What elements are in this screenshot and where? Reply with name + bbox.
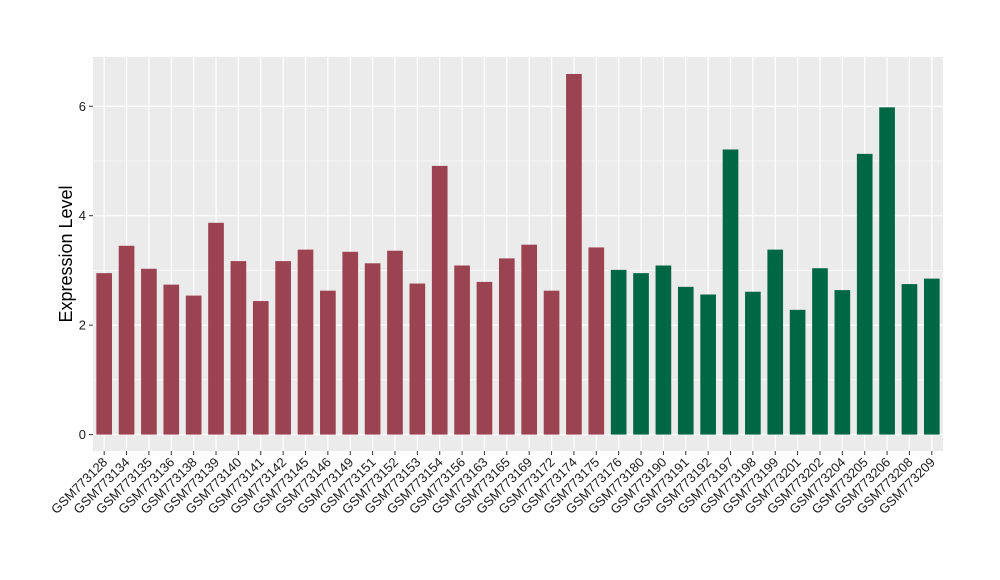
bar-GSM773134	[118, 245, 135, 435]
bar-GSM773149	[342, 251, 359, 435]
bar-GSM773202	[812, 268, 828, 435]
bar-GSM773163	[476, 281, 493, 435]
bar-GSM773151	[364, 263, 381, 435]
bar-GSM773205	[856, 153, 873, 435]
bar-GSM773174	[566, 73, 582, 435]
bar-GSM773142	[275, 261, 291, 435]
bar-GSM773146	[320, 290, 336, 435]
y-tick-label: 6	[79, 99, 86, 114]
bar-GSM773191	[677, 286, 694, 435]
bar-GSM773139	[208, 222, 224, 435]
bar-GSM773199	[767, 249, 784, 435]
y-tick-label: 4	[79, 208, 86, 223]
bar-GSM773141	[252, 301, 269, 435]
bar-GSM773154	[431, 165, 448, 435]
y-tick-label: 2	[79, 318, 86, 333]
y-tick-label: 0	[79, 427, 86, 442]
bar-GSM773153	[409, 283, 426, 435]
bar-GSM773209	[923, 278, 940, 435]
bar-GSM773169	[521, 244, 538, 435]
bar-GSM773136	[163, 284, 180, 435]
bar-GSM773152	[387, 250, 403, 435]
bar-GSM773135	[141, 268, 157, 435]
bars	[96, 73, 940, 435]
y-axis-title: Expression Level	[56, 185, 76, 322]
x-axis: GSM773128GSM773134GSM773135GSM773136GSM7…	[48, 451, 938, 517]
bar-GSM773208	[901, 284, 918, 435]
bar-GSM773145	[297, 249, 314, 435]
bar-GSM773140	[230, 261, 247, 435]
bar-GSM773138	[185, 295, 202, 435]
bar-GSM773180	[633, 273, 649, 435]
bar-GSM773156	[454, 265, 470, 435]
bar-GSM773175	[588, 247, 605, 435]
bar-GSM773197	[722, 149, 739, 435]
bar-GSM773198	[745, 291, 761, 435]
bar-GSM773192	[700, 294, 716, 435]
bar-GSM773201	[789, 309, 806, 435]
bar-GSM773190	[655, 265, 672, 435]
bar-GSM773176	[610, 269, 627, 435]
y-axis: 0 2 4 6	[79, 99, 93, 442]
bar-GSM773172	[543, 290, 560, 435]
bar-GSM773128	[96, 273, 113, 435]
bar-GSM773165	[498, 258, 515, 435]
bar-GSM773206	[879, 107, 895, 435]
bar-GSM773204	[834, 290, 851, 435]
